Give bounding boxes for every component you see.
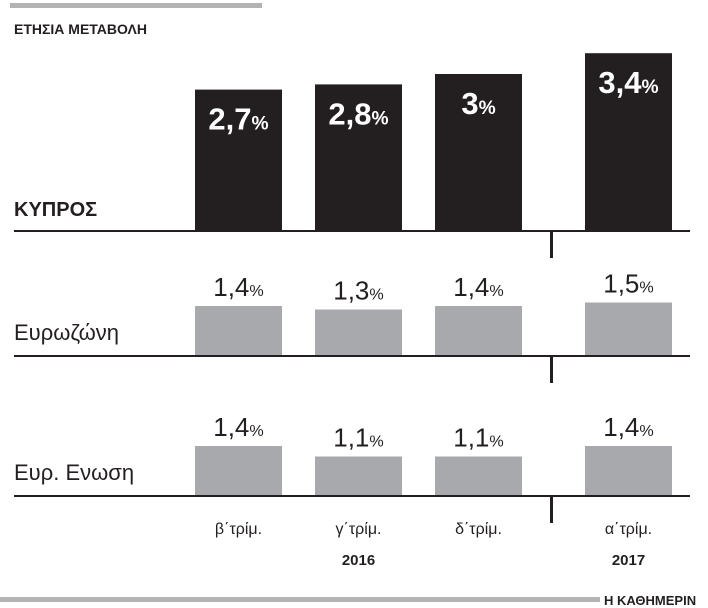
x-tick-label: δ΄τρίμ. [455, 521, 502, 538]
baseline [14, 495, 690, 497]
bottom-rule [0, 597, 600, 602]
bar [585, 53, 672, 231]
bar [585, 302, 672, 355]
value-label: 2,8% [328, 96, 388, 131]
value-label: 1,1% [333, 423, 383, 453]
x-tick-label: α΄τρίμ. [605, 521, 652, 538]
value-label: 3% [461, 86, 495, 121]
bar [195, 89, 282, 230]
bar [195, 446, 282, 495]
value-label: 1,4% [453, 272, 503, 302]
x-tick-label: γ΄τρίμ. [336, 521, 382, 538]
bar [435, 306, 522, 355]
panel-label: Ευρωζώνη [14, 320, 119, 345]
panel-label: ΚΥΠΡΟΣ [14, 199, 97, 221]
baseline [14, 230, 690, 232]
panel-label: Ευρ. Ενωση [14, 460, 134, 485]
bar [315, 309, 402, 355]
value-label: 1,4% [603, 412, 653, 442]
bar [585, 446, 672, 495]
value-label: 3,4% [598, 65, 658, 100]
bar [195, 306, 282, 355]
divider [550, 355, 553, 383]
top-rule [10, 3, 262, 8]
value-label: 1,4% [213, 412, 263, 442]
year-label: 2017 [612, 552, 645, 569]
value-label: 1,1% [453, 423, 503, 453]
baseline [14, 355, 690, 357]
divider [550, 495, 553, 523]
bar [435, 74, 522, 230]
x-tick-label: β΄τρίμ. [215, 521, 262, 538]
chart-title: ΕΤΗΣΙΑ ΜΕΤΑΒΟΛΗ [14, 21, 147, 37]
year-label: 2016 [342, 552, 375, 569]
bar [315, 84, 402, 231]
value-label: 1,3% [333, 276, 383, 306]
value-label: 1,4% [213, 272, 263, 302]
value-label: 1,5% [603, 269, 653, 299]
divider [550, 230, 553, 258]
value-label: 2,7% [208, 102, 268, 137]
source: Η ΚΑΘΗΜΕΡΙΝ [604, 593, 696, 608]
bar [315, 456, 402, 495]
bar [435, 456, 522, 495]
